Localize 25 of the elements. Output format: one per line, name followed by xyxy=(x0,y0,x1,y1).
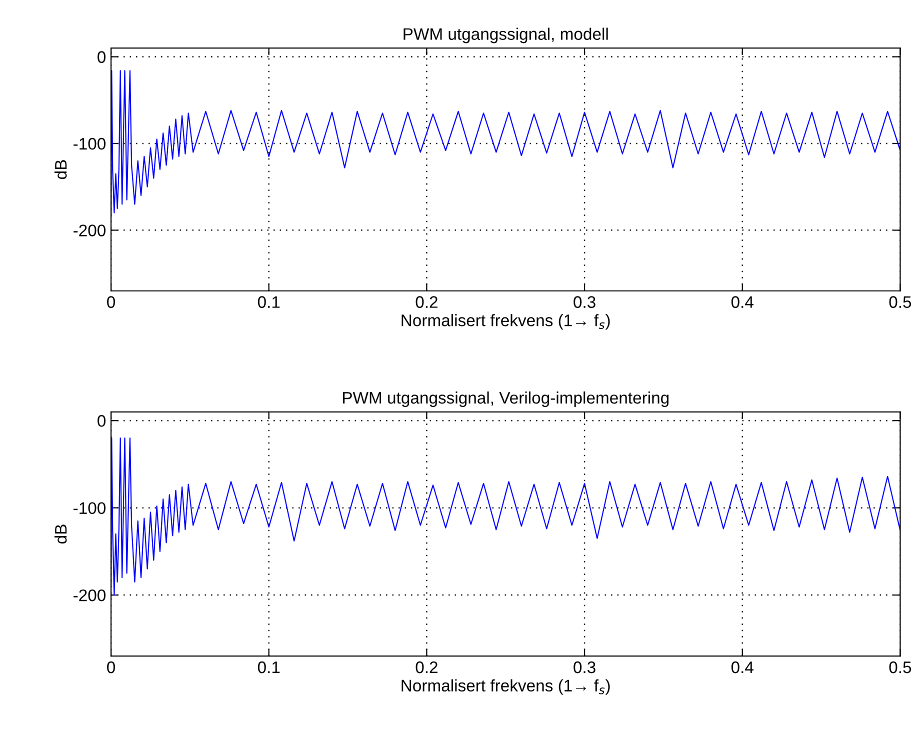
x-tick-label: 0.5 xyxy=(889,661,912,674)
x-tick-label: 0.4 xyxy=(731,296,754,308)
x-axis-title: Normalisert frekvens (1→ f$_{s}$) xyxy=(402,679,610,695)
x-tick-label: 0 xyxy=(107,661,116,674)
x-tick-label: 0.5 xyxy=(889,296,912,308)
y-tick-label: -200 xyxy=(74,589,106,602)
chart-title: PWM utgangssignal, modell xyxy=(404,28,608,44)
y-axis-title: dB xyxy=(54,160,67,179)
y-axis-title: dB xyxy=(54,524,67,544)
x-tick-label: 0.4 xyxy=(731,661,754,674)
x-tick-label: 0.1 xyxy=(258,661,280,674)
x-tick-label: 0.2 xyxy=(416,661,438,674)
y-tick-label: -100 xyxy=(74,502,106,514)
y-tick-label: 0 xyxy=(98,415,106,427)
y-tick-label: -100 xyxy=(74,138,106,150)
x-tick-label: 0.3 xyxy=(574,296,596,308)
x-tick-label: 0.1 xyxy=(258,296,280,308)
x-tick-label: 0.2 xyxy=(416,296,438,308)
y-tick-label: 0 xyxy=(98,51,106,63)
x-tick-label: 0.3 xyxy=(574,661,596,674)
chart-title: PWM utgangssignal, Verilog-implementering xyxy=(343,391,669,408)
x-tick-label: 0 xyxy=(107,296,116,308)
line-series xyxy=(111,437,900,596)
y-tick-label: -200 xyxy=(74,224,106,236)
x-axis-title: Normalisert frekvens (1→ f$_{s}$) xyxy=(402,314,610,330)
